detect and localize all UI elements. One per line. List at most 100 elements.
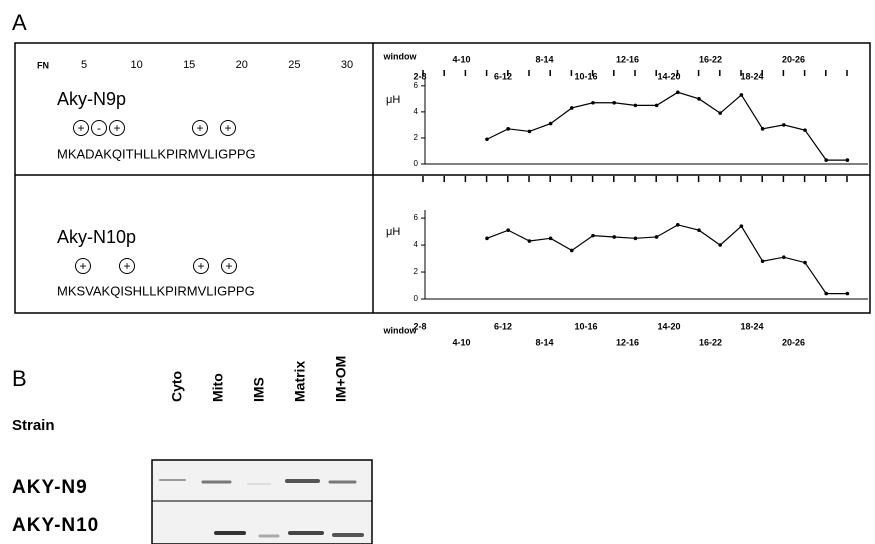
window-label: 2-8: [413, 321, 426, 331]
construct-name: Aky-N9p: [57, 89, 126, 109]
data-point: [655, 235, 659, 239]
data-point: [761, 127, 765, 131]
data-point: [485, 237, 489, 241]
data-point: [634, 237, 638, 241]
y-tick-label: 0: [414, 159, 419, 168]
panel-label: B: [12, 366, 27, 391]
ruler-label: FN: [37, 60, 49, 70]
column-label: IMS: [251, 377, 267, 402]
window-label: 18-24: [740, 321, 763, 331]
window-label: 16-22: [699, 54, 722, 64]
y-tick-label: 6: [414, 213, 419, 222]
x-axis-label: window: [383, 325, 418, 335]
charge: +: [123, 259, 130, 273]
charge: +: [196, 121, 203, 135]
window-label: 4-10: [452, 337, 470, 347]
data-point: [549, 122, 553, 126]
data-point: [824, 292, 828, 296]
charge: +: [79, 259, 86, 273]
data-point: [718, 243, 722, 247]
window-label: 14-20: [657, 71, 680, 81]
blot: [152, 460, 372, 544]
ruler-tick: 15: [183, 59, 195, 71]
data-line: [487, 225, 847, 294]
y-axis-label: μH: [386, 94, 400, 106]
row-label: AKY-N10: [12, 515, 99, 536]
charge: +: [225, 259, 232, 273]
data-point: [697, 228, 701, 232]
ruler-tick: 30: [341, 59, 353, 71]
charge: -: [97, 121, 101, 135]
data-point: [634, 104, 638, 108]
y-tick-label: 0: [414, 294, 419, 303]
window-label: 10-16: [574, 71, 597, 81]
data-point: [485, 137, 489, 141]
y-tick-label: 2: [414, 133, 419, 142]
charge: +: [197, 259, 204, 273]
data-point: [612, 101, 616, 105]
construct-name: Aky-N10p: [57, 227, 136, 247]
data-point: [549, 237, 553, 241]
data-point: [740, 93, 744, 97]
data-point: [528, 239, 532, 243]
y-tick-label: 2: [414, 267, 419, 276]
charge: +: [113, 121, 120, 135]
window-label: 8-14: [535, 337, 553, 347]
column-label: Mito: [210, 373, 226, 402]
charge: +: [77, 121, 84, 135]
data-point: [676, 91, 680, 95]
data-point: [697, 97, 701, 101]
data-point: [655, 104, 659, 108]
window-label: 10-16: [574, 321, 597, 331]
column-label: IM+OM: [333, 356, 349, 402]
window-label: 20-26: [782, 54, 805, 64]
data-point: [528, 130, 532, 134]
window-label: 6-12: [494, 321, 512, 331]
window-label: 16-22: [699, 337, 722, 347]
row-header: Strain: [12, 417, 55, 434]
data-point: [846, 292, 850, 296]
sequence: MKSVAKQISHLLKPIRMVLIGPPG: [57, 283, 255, 298]
data-point: [506, 127, 510, 131]
data-point: [570, 249, 574, 253]
data-point: [846, 158, 850, 162]
y-tick-label: 4: [414, 107, 419, 116]
row-label: AKY-N9: [12, 477, 88, 498]
ruler-tick: 25: [288, 59, 300, 71]
window-label: 4-10: [452, 54, 470, 64]
data-point: [761, 259, 765, 263]
data-point: [718, 111, 722, 115]
y-tick-label: 6: [414, 81, 419, 90]
ruler-tick: 5: [81, 59, 87, 71]
ruler-tick: 20: [236, 59, 248, 71]
column-label: Cyto: [169, 371, 185, 402]
data-point: [591, 234, 595, 238]
data-point: [824, 158, 828, 162]
data-point: [782, 255, 786, 259]
panel-label: A: [12, 10, 27, 35]
window-label: 6-12: [494, 71, 512, 81]
data-point: [612, 235, 616, 239]
data-point: [803, 261, 807, 265]
window-label: 12-16: [616, 337, 639, 347]
window-label: 12-16: [616, 54, 639, 64]
data-point: [740, 224, 744, 228]
figure: A FN B Strain 51015202530Aky-N9p+-+++MKA…: [0, 0, 875, 544]
data-point: [782, 123, 786, 127]
window-label: 8-14: [535, 54, 553, 64]
window-label: 18-24: [740, 71, 763, 81]
data-point: [803, 128, 807, 132]
data-point: [506, 228, 510, 232]
column-label: Matrix: [292, 361, 308, 402]
data-point: [591, 101, 595, 105]
charge: +: [224, 121, 231, 135]
window-label: 14-20: [657, 321, 680, 331]
ruler-tick: 10: [130, 59, 142, 71]
data-point: [676, 223, 680, 227]
window-label: 20-26: [782, 337, 805, 347]
data-point: [570, 106, 574, 110]
y-tick-label: 4: [414, 240, 419, 249]
data-line: [487, 92, 847, 160]
x-axis-label: window: [383, 51, 418, 61]
sequence: MKADAKQITHLLKPIRMVLIGPPG: [57, 146, 256, 161]
